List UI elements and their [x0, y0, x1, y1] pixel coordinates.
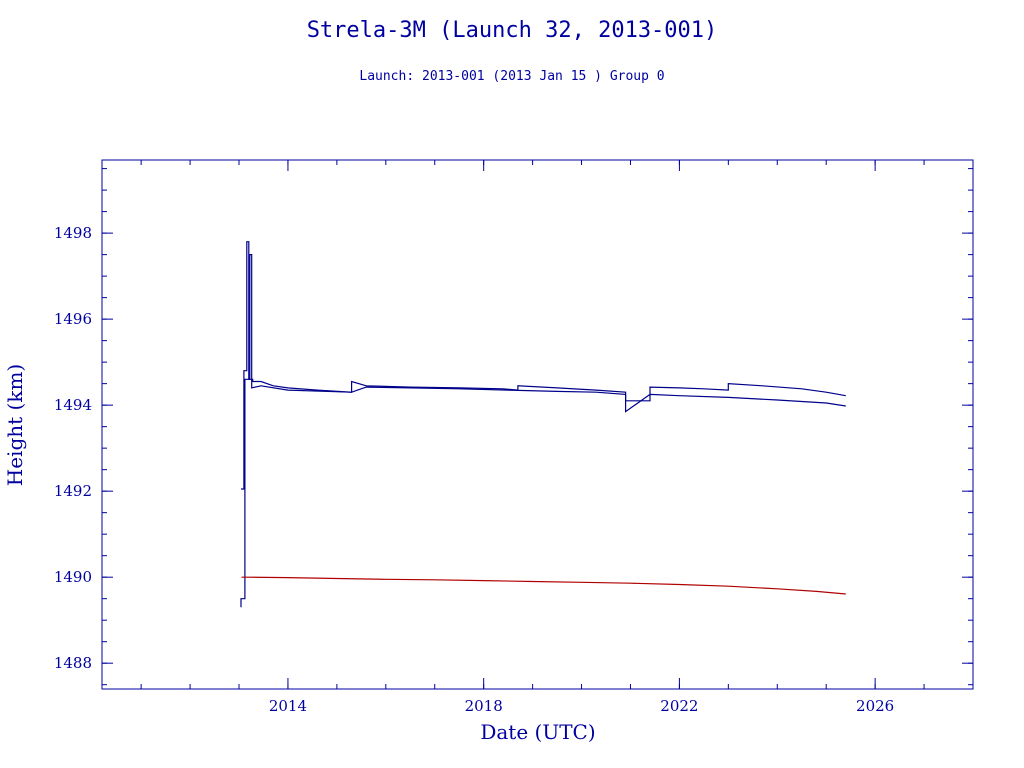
y-tick-label: 1490 — [54, 568, 92, 586]
x-tick-label: 2022 — [660, 697, 698, 715]
series-line-apogee — [241, 241, 846, 490]
chart-title: Strela-3M (Launch 32, 2013-001) — [307, 18, 718, 43]
x-axis-label: Date (UTC) — [480, 720, 595, 744]
y-tick-label: 1494 — [54, 396, 92, 414]
series-layer — [240, 241, 846, 608]
y-tick-label: 1492 — [54, 482, 92, 500]
minor-ticks — [102, 160, 974, 689]
x-tick-label: 2014 — [269, 697, 307, 715]
chart-subtitle: Launch: 2013-001 (2013 Jan 15 ) Group 0 — [359, 69, 664, 84]
plot-frame — [101, 159, 974, 690]
x-tick-label: 2026 — [856, 697, 894, 715]
y-tick-label: 1498 — [54, 224, 92, 242]
x-axis-ticks: 2014 2018 2022 2026 — [269, 160, 894, 715]
y-tick-label: 1496 — [54, 310, 92, 328]
y-axis-ticks: 1488 1490 1492 1494 1496 1498 — [54, 224, 973, 672]
y-axis-label: Height (km) — [3, 364, 27, 486]
series-line-apogee-secondary — [240, 254, 846, 608]
y-tick-label: 1488 — [54, 654, 92, 672]
series-line-perigee — [241, 576, 846, 595]
x-tick-label: 2018 — [465, 697, 503, 715]
